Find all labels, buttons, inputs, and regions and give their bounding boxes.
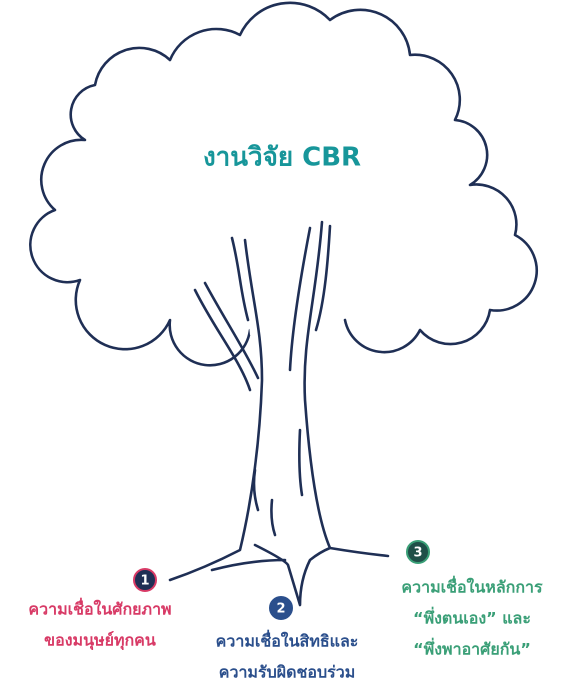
belief-label: ความเชื่อในสิทธิและ [216, 630, 359, 651]
number: 3 [413, 546, 422, 561]
number: 2 [276, 602, 285, 617]
belief-label: “พึ่งพาอาศัยกัน” [413, 638, 531, 659]
title: งานวิจัย CBR [203, 143, 361, 173]
belief-label: “พึ่งตนเอง” และ [413, 607, 531, 628]
belief-label: ความเชื่อในหลักการ [401, 576, 543, 597]
belief-label: ความเชื่อในศักยภาพ [28, 598, 171, 619]
belief-label: ความรับผิดชอบร่วม [219, 663, 355, 682]
belief-label: ของมนุษย์ทุกคน [44, 631, 156, 651]
number: 1 [140, 574, 149, 589]
tree-diagram: งานวิจัย CBR 1 ความเชื่อในศักยภาพของมนุษย… [0, 0, 565, 688]
